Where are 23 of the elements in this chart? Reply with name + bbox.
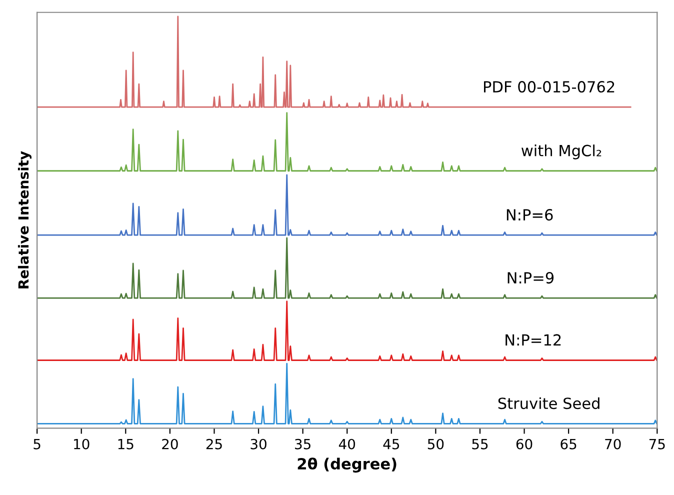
series-label: PDF 00-015-0762 [484,81,614,93]
x-tick-label: 40 [338,438,356,450]
x-tick-label: 70 [605,438,621,450]
x-tick-label: 50 [428,438,444,450]
x-tick-label: 45 [383,439,400,450]
series-label: N:P=12 [506,334,561,346]
x-tick-label: 60 [516,438,532,450]
x-tick-label: 15 [118,439,134,450]
y-axis-title: Relative Intensity [18,151,32,288]
x-tick-label: 75 [649,439,665,450]
x-tick-label: 20 [162,438,178,450]
x-tick-label: 5 [34,439,40,450]
x-tick-label: 55 [472,439,488,450]
series-label: N:P=9 [508,272,554,284]
x-tick-label: 35 [295,438,310,450]
x-tick-label: 25 [206,438,222,450]
series-label: Struvite Seed [498,397,600,410]
x-axis-title: 2θ (degree) [298,458,396,473]
x-tick-label: 30 [250,438,266,450]
series-label: with MgCl₂ [522,144,602,160]
x-tick-label: 65 [560,438,576,450]
x-tick-label: 10 [74,438,90,450]
series-label: N:P=6 [506,209,553,221]
